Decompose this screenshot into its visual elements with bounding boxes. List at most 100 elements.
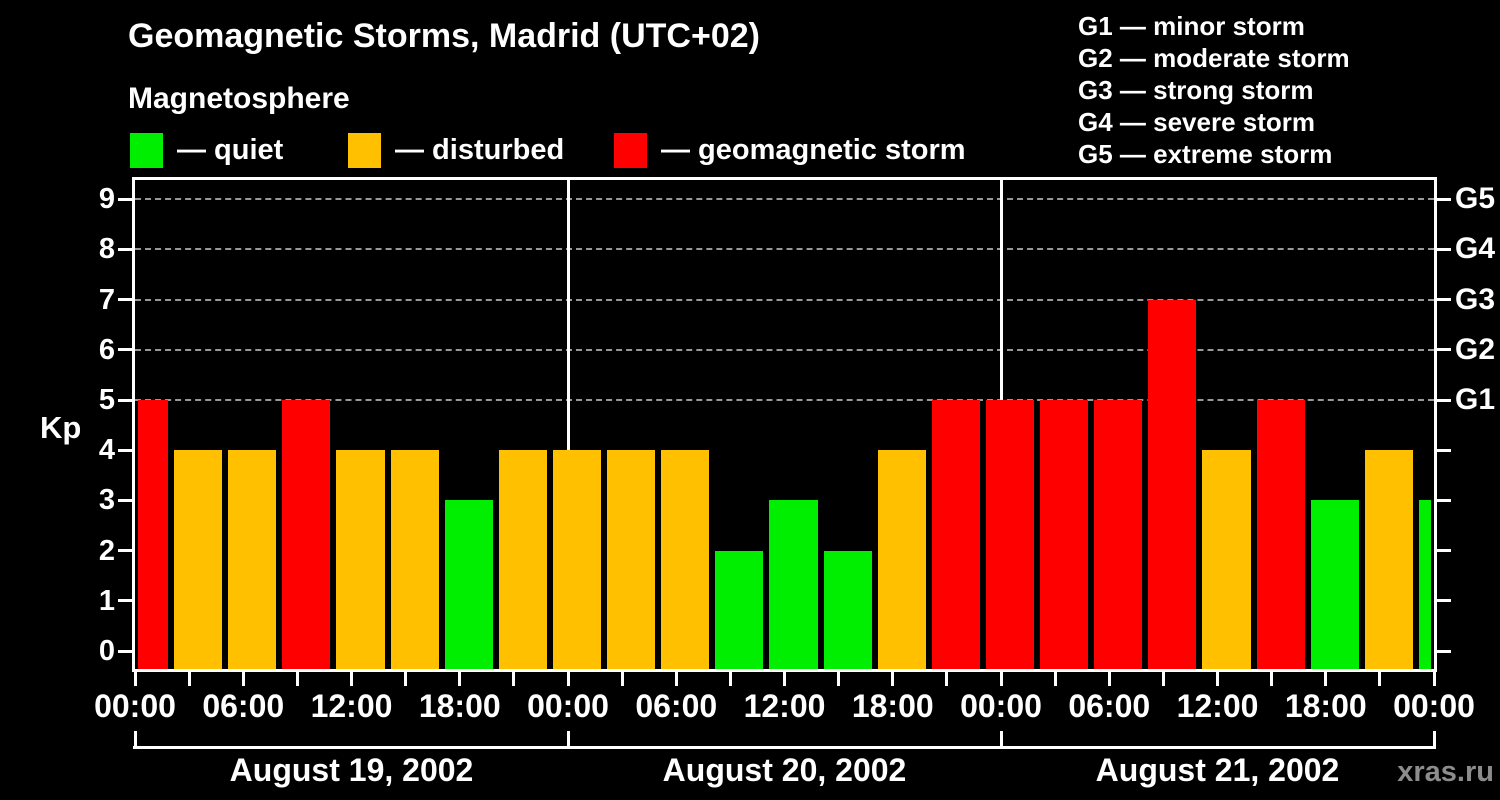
- x-axis-tick: [837, 672, 841, 686]
- y-axis-tick: [118, 247, 132, 251]
- kp-bar: [715, 550, 764, 669]
- date-label: August 19, 2002: [229, 752, 474, 788]
- kp-bar: [444, 500, 493, 669]
- kp-gridline: [135, 248, 1434, 251]
- x-axis-time-label: 18:00: [851, 688, 934, 724]
- kp-bar: [1364, 450, 1413, 669]
- date-label: August 20, 2002: [662, 752, 907, 788]
- g-level-label: G4: [1455, 232, 1496, 266]
- x-axis-tick: [404, 672, 408, 686]
- x-axis-time-label: 06:00: [1068, 688, 1151, 724]
- legend-item-storm: — geomagnetic storm: [614, 133, 966, 168]
- kp-bar: [1418, 500, 1431, 669]
- kp-gridline: [135, 348, 1434, 351]
- disturbed-color-swatch: [348, 133, 381, 168]
- x-axis-tick: [350, 672, 353, 686]
- quiet-color-swatch: [130, 133, 163, 168]
- x-axis-tick: [512, 672, 516, 686]
- y-axis-tick-right: [1437, 398, 1451, 402]
- y-axis-tick: [118, 498, 132, 502]
- y-axis-label: 6: [98, 333, 115, 366]
- y-axis-label: 1: [98, 584, 115, 617]
- y-axis-label: 8: [98, 233, 115, 266]
- x-axis-tick: [133, 672, 137, 686]
- kp-bar: [138, 400, 169, 669]
- magnetosphere-heading: Magnetosphere: [128, 82, 350, 115]
- y-axis-label: 0: [98, 635, 115, 667]
- x-axis-time-label: 12:00: [1176, 688, 1259, 724]
- g-scale-line-g2: G2 — moderate storm: [1078, 43, 1350, 73]
- x-axis-tick: [999, 672, 1003, 686]
- x-axis-tick: [1432, 672, 1436, 686]
- x-axis-time-label: 00:00: [527, 688, 609, 724]
- date-bracket-tick: [566, 731, 570, 746]
- kp-gridline: [135, 198, 1434, 201]
- kp-bar: [390, 450, 439, 669]
- y-axis-tick-right: [1437, 448, 1451, 452]
- legend-item-disturbed: — disturbed: [348, 133, 564, 168]
- y-axis-tick-right: [1437, 298, 1451, 302]
- x-axis-tick: [945, 672, 949, 686]
- g-scale-legend: G1 — minor storm G2 — moderate storm G3 …: [1078, 10, 1350, 170]
- y-axis-tick: [118, 398, 132, 402]
- kp-gridline: [135, 399, 1434, 401]
- x-axis-time-label: 18:00: [1284, 688, 1367, 724]
- y-axis-tick: [118, 298, 132, 302]
- x-axis-tick: [674, 672, 678, 686]
- y-axis-tick-right: [1437, 498, 1451, 502]
- kp-bar: [931, 400, 980, 669]
- y-axis-tick: [118, 549, 132, 553]
- kp-bar: [1148, 299, 1197, 669]
- legend-label-storm: — geomagnetic storm: [661, 134, 966, 166]
- y-axis-label: 9: [98, 183, 115, 216]
- kp-bar: [228, 450, 277, 669]
- page-title: Geomagnetic Storms, Madrid (UTC+02): [128, 17, 760, 55]
- legend-label-disturbed: — disturbed: [395, 134, 565, 166]
- plot-area: 0 1 2 3 4 5 6 7 8 9 G1 G2 G3 G4 G5 00:00 06:00 12:00 18:00…: [94, 177, 1495, 723]
- y-axis-tick-right: [1437, 197, 1451, 201]
- date-bracket-tick: [133, 731, 137, 746]
- x-axis-tick: [295, 672, 299, 686]
- date-bracket-tick: [1432, 731, 1436, 746]
- kp-gridline: [135, 298, 1434, 301]
- x-axis-tick: [1161, 672, 1165, 686]
- x-axis-time-label: 12:00: [310, 688, 393, 724]
- kp-axis-label: Kp: [40, 410, 82, 445]
- y-axis-tick: [118, 197, 132, 201]
- kp-bar: [1256, 400, 1305, 669]
- g-level-label: G1: [1455, 383, 1496, 416]
- x-axis-tick: [187, 672, 191, 686]
- kp-bar: [877, 450, 926, 669]
- x-axis-time-label: 00:00: [1393, 688, 1475, 724]
- y-axis-tick: [118, 649, 132, 653]
- x-axis-tick: [566, 672, 570, 686]
- y-axis-tick-right: [1437, 247, 1451, 251]
- kp-bar: [661, 450, 710, 669]
- x-axis-time-label: 06:00: [202, 688, 285, 724]
- kp-bar: [1094, 400, 1143, 669]
- kp-bar: [1202, 450, 1251, 669]
- g-scale-line-g5: G5 — extreme storm: [1078, 139, 1333, 169]
- y-axis-tick: [118, 348, 132, 352]
- kp-bar: [1310, 500, 1359, 669]
- g-level-label: G2: [1455, 332, 1496, 366]
- y-axis-label: 7: [98, 283, 115, 316]
- legend-item-quiet: — quiet: [130, 133, 283, 168]
- g-scale-line-g4: G4 — severe storm: [1078, 107, 1316, 137]
- legend-label-quiet: — quiet: [177, 134, 284, 166]
- date-label: August 21, 2002: [1095, 752, 1340, 788]
- y-axis-label: 2: [98, 534, 115, 567]
- x-axis-tick: [1270, 672, 1274, 686]
- kp-bar: [607, 450, 656, 669]
- x-axis-time-label: 06:00: [635, 688, 718, 724]
- watermark: xras.ru: [1397, 756, 1494, 788]
- kp-bar: [498, 450, 547, 669]
- y-axis-tick-right: [1437, 649, 1451, 653]
- x-axis-tick: [241, 672, 245, 686]
- y-axis-tick: [118, 448, 132, 452]
- x-axis-tick: [728, 672, 732, 686]
- kp-bar: [823, 550, 872, 669]
- g-scale-line-g1: G1 — minor storm: [1078, 11, 1305, 41]
- x-axis-time-label: 18:00: [418, 688, 501, 724]
